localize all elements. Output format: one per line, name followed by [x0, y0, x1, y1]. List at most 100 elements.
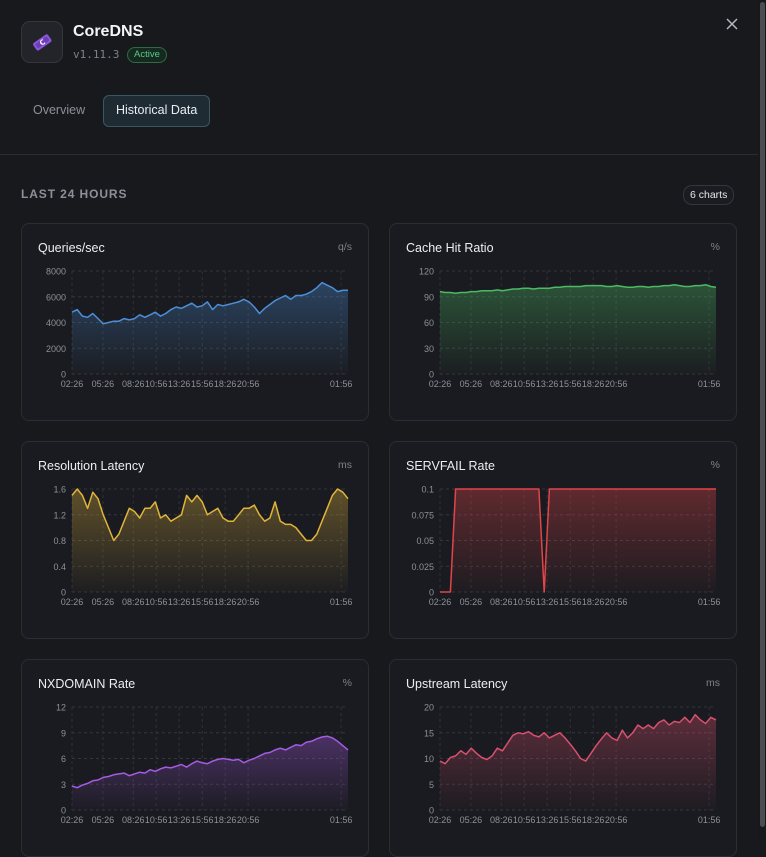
x-tick-label: 13:26: [536, 815, 559, 825]
y-tick-label: 0.025: [411, 562, 434, 572]
x-tick-label: 08:26: [490, 815, 513, 825]
series-line: [440, 488, 716, 593]
x-tick-label: 15:56: [559, 815, 582, 825]
app-name: CoreDNS: [73, 23, 144, 40]
app-version: v1.11.3: [73, 48, 120, 61]
x-tick-label: 08:26: [122, 815, 145, 825]
y-tick-label: 0.05: [416, 536, 434, 546]
x-tick-label: 10:56: [145, 597, 168, 607]
x-tick-label: 10:56: [513, 815, 536, 825]
y-tick-label: 2000: [46, 344, 66, 354]
x-tick-label: 18:26: [214, 815, 237, 825]
x-tick-label: 20:56: [605, 815, 628, 825]
y-tick-label: 90: [424, 292, 434, 302]
panel-header: C CoreDNS v1.11.3 Active Overview Histor…: [0, 0, 758, 155]
upstream-latency-chart: 0 5 10 15 20 02:26 05:26 08:26 10:56 13:26 15:56 18…: [424, 703, 721, 826]
x-tick-label: 05:26: [460, 379, 483, 389]
status-badge: Active: [127, 47, 167, 63]
x-tick-label: 20:56: [237, 815, 260, 825]
x-tick-label: 05:26: [92, 597, 115, 607]
x-tick-label: 13:26: [536, 379, 559, 389]
series-area: [440, 489, 716, 592]
tab-overview[interactable]: Overview: [33, 103, 86, 117]
y-tick-label: 0: [429, 806, 434, 816]
x-tick-label: 01:56: [698, 379, 721, 389]
x-tick-label: 20:56: [605, 597, 628, 607]
x-tick-label: 13:26: [168, 379, 191, 389]
x-tick-label: 08:26: [122, 379, 145, 389]
x-tick-label: 08:26: [490, 597, 513, 607]
x-tick-label: 02:26: [429, 597, 452, 607]
x-tick-label: 01:56: [698, 815, 721, 825]
x-tick-label: 18:26: [214, 379, 237, 389]
chart-card-queries: 0 2000 4000 6000 8000 02:26 05:26 08:26 10:56 13:…: [21, 223, 369, 421]
chart-title: Upstream Latency: [406, 677, 508, 691]
x-tick-label: 05:26: [460, 597, 483, 607]
x-tick-label: 15:56: [191, 597, 214, 607]
y-tick-label: 15: [424, 728, 434, 738]
x-tick-label: 02:26: [61, 379, 84, 389]
y-tick-label: 0: [61, 588, 66, 598]
series-area: [72, 282, 348, 374]
close-icon[interactable]: [722, 14, 742, 34]
y-tick-label: 0.075: [411, 510, 434, 520]
y-tick-label: 3: [61, 780, 66, 790]
y-tick-label: 6000: [46, 292, 66, 302]
chart-unit: ms: [706, 677, 720, 689]
series-line: [71, 281, 348, 325]
x-tick-label: 15:56: [191, 815, 214, 825]
x-tick-label: 02:26: [429, 379, 452, 389]
x-tick-label: 18:26: [582, 815, 605, 825]
x-tick-label: 05:26: [460, 815, 483, 825]
chart-title: SERVFAIL Rate: [406, 459, 495, 473]
series-area: [72, 736, 348, 810]
chart-card-nxdomain-rate: 0 3 6 9 12 02:26 05:26 08:26 10:56 13:26 15:56 18:2…: [21, 659, 369, 857]
chart-unit: %: [342, 677, 352, 689]
x-tick-label: 02:26: [61, 597, 84, 607]
chart-card-upstream-latency: 0 5 10 15 20 02:26 05:26 08:26 10:56 13:26 15:56 18…: [389, 659, 737, 857]
x-tick-label: 01:56: [330, 379, 353, 389]
x-tick-label: 18:26: [582, 597, 605, 607]
y-tick-label: 9: [61, 728, 66, 738]
y-tick-label: 20: [424, 703, 434, 713]
y-tick-label: 10: [424, 754, 434, 764]
x-tick-label: 02:26: [429, 815, 452, 825]
y-tick-label: 30: [424, 344, 434, 354]
series-area: [440, 714, 716, 810]
y-tick-label: 5: [429, 780, 434, 790]
chart-title: Resolution Latency: [38, 459, 145, 473]
chart-title: Queries/sec: [38, 241, 105, 255]
scrollbar-thumb[interactable]: [760, 2, 765, 827]
x-tick-label: 15:56: [559, 597, 582, 607]
x-tick-label: 20:56: [605, 379, 628, 389]
y-tick-label: 60: [424, 318, 434, 328]
x-tick-label: 20:56: [237, 379, 260, 389]
x-tick-label: 15:56: [191, 379, 214, 389]
x-tick-label: 10:56: [145, 379, 168, 389]
cache-hit-ratio-chart: 0 30 60 90 120 02:26 05:26 08:26 10:56 13:26 15:56…: [419, 267, 721, 390]
queries-chart: 0 2000 4000 6000 8000 02:26 05:26 08:26 10:56 13:…: [46, 267, 353, 390]
x-tick-label: 10:56: [145, 815, 168, 825]
tab-historical-data[interactable]: Historical Data: [103, 95, 211, 127]
chart-unit: ms: [338, 459, 352, 471]
chart-card-cache-hit-ratio: 0 30 60 90 120 02:26 05:26 08:26 10:56 13:26 15:56…: [389, 223, 737, 421]
y-tick-label: 12: [56, 703, 66, 713]
y-tick-label: 0: [61, 806, 66, 816]
x-tick-label: 05:26: [92, 379, 115, 389]
y-tick-label: 0.4: [53, 562, 66, 572]
x-tick-label: 02:26: [61, 815, 84, 825]
series-area: [72, 489, 348, 592]
y-tick-label: 1.2: [53, 510, 66, 520]
y-tick-label: 120: [419, 267, 434, 277]
chart-title: NXDOMAIN Rate: [38, 677, 136, 691]
chart-count-badge: 6 charts: [683, 185, 735, 205]
chart-unit: q/s: [337, 241, 352, 253]
series-line: [439, 283, 717, 295]
x-tick-label: 10:56: [513, 597, 536, 607]
y-tick-label: 1.6: [53, 485, 66, 495]
x-tick-label: 13:26: [536, 597, 559, 607]
x-tick-label: 20:56: [237, 597, 260, 607]
x-tick-label: 01:56: [330, 597, 353, 607]
y-tick-label: 8000: [46, 267, 66, 277]
x-tick-label: 08:26: [122, 597, 145, 607]
